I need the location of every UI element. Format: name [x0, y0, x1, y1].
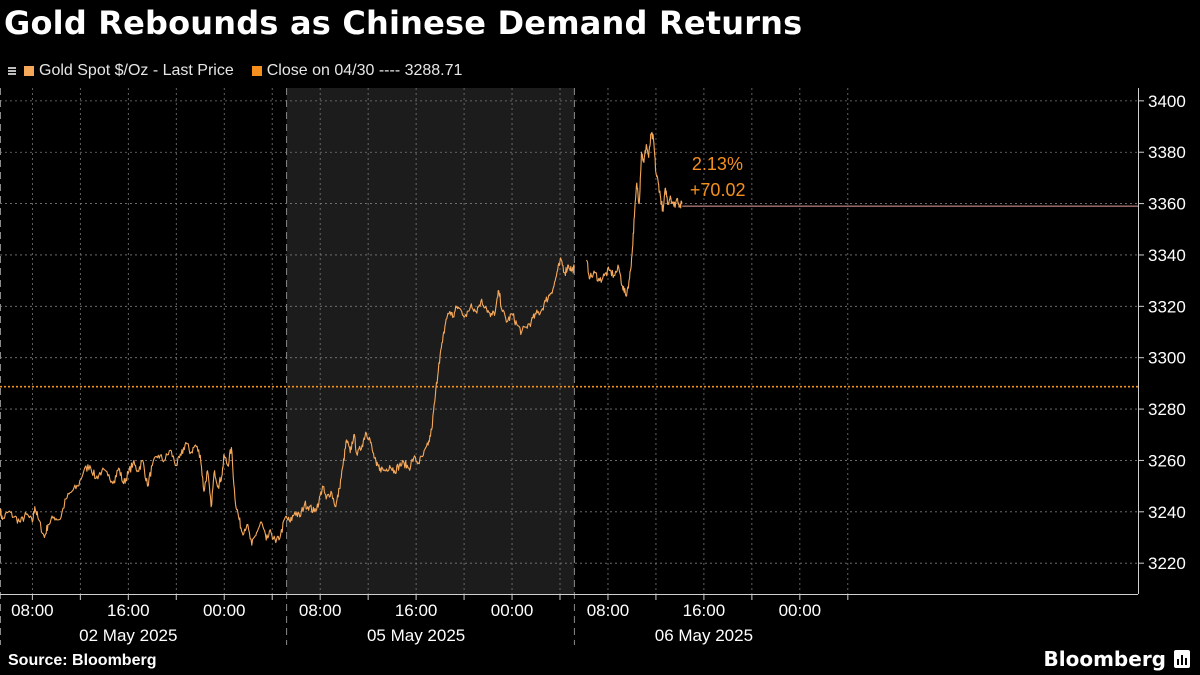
y-tick-label: 3220	[1148, 554, 1186, 573]
x-tick-label: 08:00	[587, 601, 630, 620]
x-tick-label: 00:00	[203, 601, 246, 620]
annotation-percent: 2.13%	[692, 154, 743, 174]
weekend-band	[286, 88, 575, 594]
y-tick-label: 3260	[1148, 451, 1186, 470]
annotation-change: +70.02	[690, 180, 746, 200]
x-tick-label: 08:00	[11, 601, 54, 620]
bloomberg-logo-icon	[1174, 650, 1190, 668]
x-date-label: 02 May 2025	[79, 626, 177, 645]
y-tick-label: 3380	[1148, 143, 1186, 162]
legend-menu-icon[interactable]	[8, 65, 16, 77]
x-date-label: 05 May 2025	[367, 626, 465, 645]
y-tick-label: 3300	[1148, 349, 1186, 368]
x-date-label: 06 May 2025	[655, 626, 753, 645]
y-tick-label: 3280	[1148, 400, 1186, 419]
brand-name: Bloomberg	[1043, 647, 1166, 671]
x-tick-label: 08:00	[299, 601, 342, 620]
price-line-segment-1	[0, 257, 575, 546]
y-tick-label: 3340	[1148, 246, 1186, 265]
brand: Bloomberg	[1044, 647, 1190, 671]
y-tick-label: 3240	[1148, 503, 1186, 522]
source-note: Source: Bloomberg	[8, 652, 157, 669]
y-tick-label: 3400	[1148, 92, 1186, 111]
legend-item-price: Gold Spot $/Oz - Last Price	[24, 62, 234, 80]
legend-swatch-close	[251, 66, 262, 76]
y-tick-label: 3360	[1148, 195, 1186, 214]
x-tick-label: 16:00	[107, 601, 150, 620]
x-tick-label: 00:00	[779, 601, 822, 620]
price-line-segment-2	[585, 131, 683, 297]
x-tick-label: 16:00	[683, 601, 726, 620]
x-tick-label: 00:00	[491, 601, 534, 620]
legend-swatch-price	[24, 66, 34, 76]
legend-label-price: Gold Spot $/Oz - Last Price	[39, 62, 234, 79]
y-tick-label: 3320	[1148, 297, 1186, 316]
legend: Gold Spot $/Oz - Last Price Close on 04/…	[8, 60, 462, 82]
chart-title: Gold Rebounds as Chinese Demand Returns	[4, 4, 803, 42]
x-tick-label: 16:00	[395, 601, 438, 620]
legend-item-close: Close on 04/30 ---- 3288.71	[251, 62, 463, 80]
legend-label-close: Close on 04/30 ---- 3288.71	[266, 62, 463, 79]
